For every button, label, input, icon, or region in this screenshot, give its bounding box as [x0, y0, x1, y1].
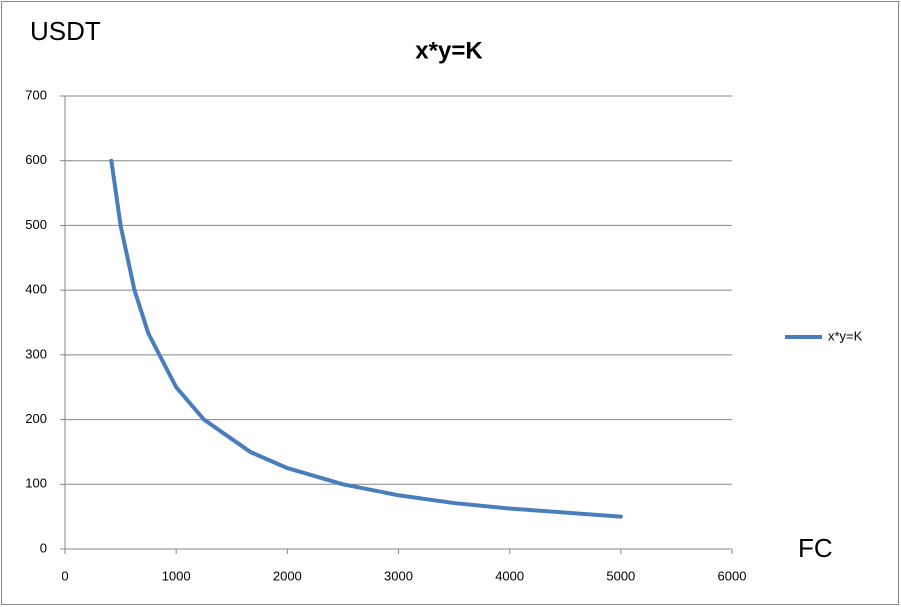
- x-axis-label: FC: [798, 533, 833, 563]
- x-tick-label: 5000: [606, 568, 635, 583]
- y-tick-label: 300: [25, 346, 47, 361]
- x-tick-label: 3000: [384, 568, 413, 583]
- y-tick-label: 600: [25, 152, 47, 167]
- x-tick-label: 6000: [718, 568, 747, 583]
- legend-label: x*y=K: [828, 328, 863, 343]
- x-tick-label: 1000: [162, 568, 191, 583]
- y-tick-label: 200: [25, 411, 47, 426]
- x-tick-label: 4000: [495, 568, 524, 583]
- y-tick-label: 500: [25, 217, 47, 232]
- y-tick-label: 100: [25, 476, 47, 491]
- y-axis-label: USDT: [30, 16, 101, 46]
- x-tick-label: 2000: [273, 568, 302, 583]
- chart-title: x*y=K: [415, 37, 483, 64]
- x-tick-label: 0: [61, 568, 68, 583]
- y-tick-label: 0: [40, 540, 47, 555]
- series-line: [109, 158, 623, 519]
- y-tick-label: 400: [25, 282, 47, 297]
- y-tick-label: 700: [25, 87, 47, 102]
